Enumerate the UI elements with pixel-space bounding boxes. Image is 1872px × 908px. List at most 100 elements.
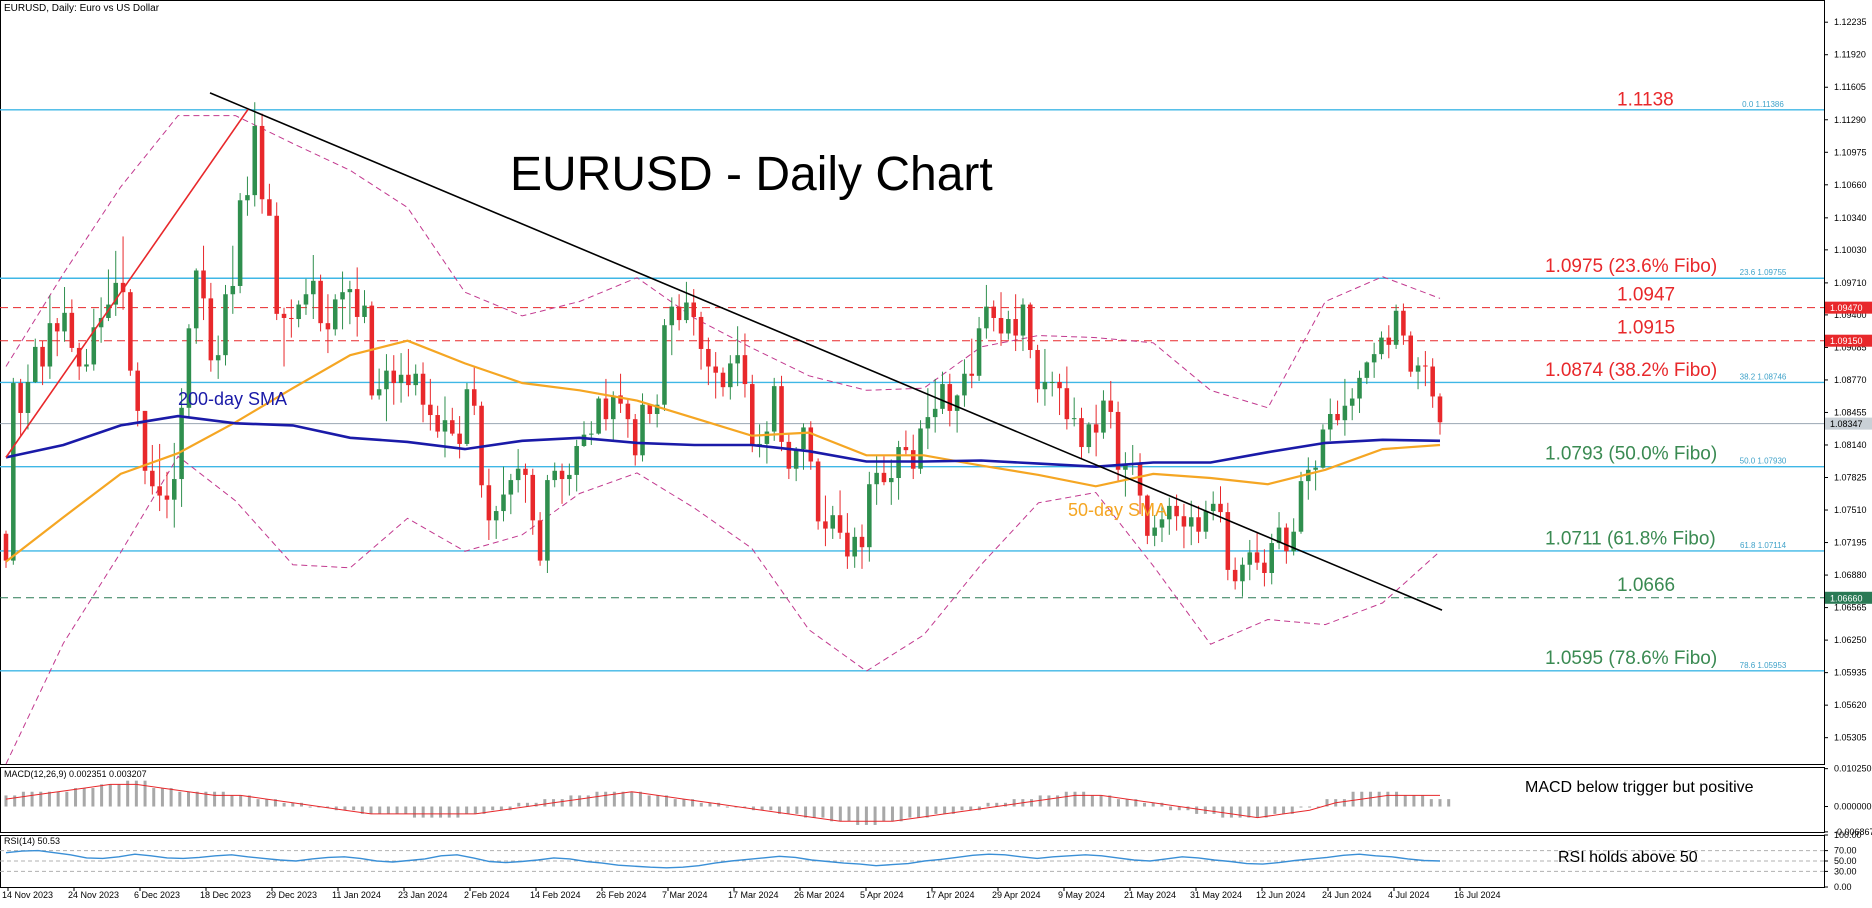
macd-panel[interactable] — [0, 767, 1825, 833]
candle-body[interactable] — [1145, 495, 1150, 536]
candle-body[interactable] — [289, 317, 294, 320]
candle-body[interactable] — [32, 346, 38, 382]
candle-body[interactable] — [742, 355, 748, 385]
candle-body[interactable] — [274, 215, 279, 314]
candle-body[interactable] — [1284, 527, 1289, 552]
candle-body[interactable] — [1408, 335, 1414, 372]
candle-body[interactable] — [932, 408, 938, 418]
candle-body[interactable] — [391, 370, 397, 384]
candle-body[interactable] — [771, 386, 777, 432]
candle-body[interactable] — [830, 515, 836, 529]
candle-body[interactable] — [1335, 414, 1340, 421]
candle-body[interactable] — [874, 472, 879, 485]
candle-body[interactable] — [1203, 511, 1209, 532]
candle-body[interactable] — [435, 415, 440, 432]
candle-body[interactable] — [779, 386, 784, 442]
main-price-panel[interactable]: 0.0 1.11386 23.6 1.09755 38.2 1.08746 50.0 … — [0, 0, 1825, 765]
candle-body[interactable] — [1006, 319, 1011, 334]
candle-body[interactable] — [662, 325, 667, 405]
candle-body[interactable] — [384, 370, 389, 390]
uptrend-line[interactable] — [5, 108, 249, 458]
candle-body[interactable] — [1071, 418, 1077, 420]
candle-body[interactable] — [398, 374, 404, 384]
candle-body[interactable] — [1401, 310, 1406, 336]
candle-body[interactable] — [567, 474, 572, 480]
candle-body[interactable] — [559, 470, 565, 480]
candle-body[interactable] — [311, 280, 316, 295]
candle-body[interactable] — [720, 372, 726, 388]
candle-body[interactable] — [889, 478, 894, 483]
candle-body[interactable] — [823, 521, 828, 529]
candle-body[interactable] — [252, 125, 258, 196]
candle-body[interactable] — [1430, 366, 1435, 397]
candle-body[interactable] — [1327, 414, 1333, 430]
candle-body[interactable] — [530, 474, 536, 521]
candle-body[interactable] — [1079, 418, 1084, 448]
candle-body[interactable] — [749, 384, 755, 447]
candle-body[interactable] — [903, 447, 909, 451]
candle-body[interactable] — [230, 285, 236, 295]
candle-body[interactable] — [1013, 319, 1018, 336]
candle-body[interactable] — [1218, 503, 1223, 513]
candle-body[interactable] — [954, 395, 960, 411]
candle-body[interactable] — [976, 328, 982, 376]
candle-body[interactable] — [618, 395, 623, 404]
candle-body[interactable] — [332, 299, 338, 330]
candle-body[interactable] — [91, 327, 97, 365]
candle-body[interactable] — [537, 520, 543, 561]
candle-body[interactable] — [640, 404, 645, 456]
candle-body[interactable] — [259, 125, 265, 200]
candle-body[interactable] — [1357, 377, 1362, 399]
candle-body[interactable] — [406, 374, 411, 386]
time-axis[interactable]: 14 Nov 2023 24 Nov 2023 6 Dec 2023 18 Dec 2… — [2, 887, 1501, 900]
candle-body[interactable] — [281, 313, 287, 318]
candle-body[interactable] — [947, 384, 953, 411]
candle-body[interactable] — [859, 536, 865, 548]
candle-body[interactable] — [589, 433, 594, 435]
candle-body[interactable] — [362, 305, 367, 317]
candle-body[interactable] — [1291, 531, 1296, 552]
candle-body[interactable] — [786, 441, 792, 469]
candle-body[interactable] — [428, 404, 433, 416]
candle-body[interactable] — [128, 292, 133, 371]
candle-body[interactable] — [508, 480, 514, 495]
candle-body[interactable] — [1262, 562, 1267, 573]
candle-body[interactable] — [1371, 354, 1377, 363]
candle-body[interactable] — [713, 366, 718, 373]
candle-body[interactable] — [215, 355, 221, 361]
candle-body[interactable] — [179, 407, 184, 480]
candle-body[interactable] — [596, 398, 601, 434]
candle-body[interactable] — [457, 433, 462, 444]
rsi-panel[interactable] — [0, 835, 1825, 888]
candle-body[interactable] — [442, 420, 448, 432]
candle-body[interactable] — [1313, 467, 1318, 470]
candle-body[interactable] — [647, 404, 653, 415]
candle-body[interactable] — [1232, 569, 1238, 582]
candle-body[interactable] — [1167, 505, 1172, 520]
candle-body[interactable] — [962, 373, 967, 396]
candle-body[interactable] — [142, 410, 148, 471]
candle-body[interactable] — [3, 533, 9, 561]
candle-body[interactable] — [881, 472, 887, 483]
candle-body[interactable] — [164, 495, 170, 500]
candle-body[interactable] — [47, 323, 53, 367]
candle-body[interactable] — [84, 364, 89, 367]
candle-body[interactable] — [545, 480, 550, 561]
candle-body[interactable] — [808, 427, 814, 462]
candle-body[interactable] — [150, 470, 155, 487]
candle-body[interactable] — [1415, 365, 1421, 372]
candle-body[interactable] — [706, 348, 711, 367]
candle-body[interactable] — [1298, 481, 1304, 532]
downtrend-line[interactable] — [209, 92, 1443, 611]
candle-body[interactable] — [11, 383, 16, 561]
candle-body[interactable] — [223, 294, 228, 356]
candle-body[interactable] — [698, 316, 704, 349]
candle-body[interactable] — [1137, 463, 1143, 496]
candle-body[interactable] — [940, 384, 945, 409]
candle-body[interactable] — [1276, 527, 1282, 544]
candle-body[interactable] — [186, 328, 192, 408]
candle-body[interactable] — [1379, 337, 1384, 355]
candle-body[interactable] — [354, 289, 360, 317]
candle-body[interactable] — [1247, 552, 1253, 565]
